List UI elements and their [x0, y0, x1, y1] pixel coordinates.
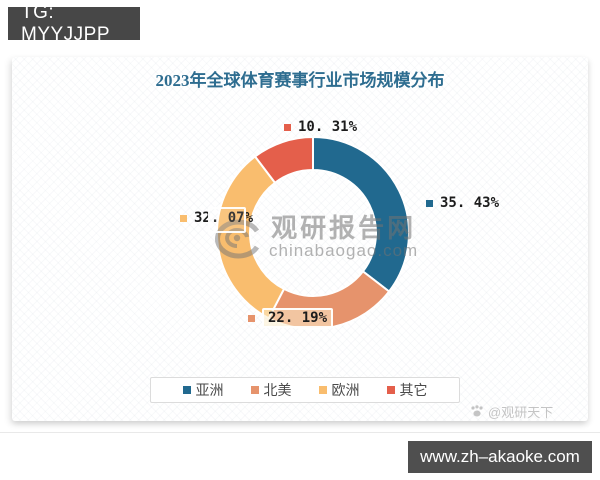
north-america-percent-label: 22. 19% — [262, 308, 334, 328]
legend-item-亚洲[interactable]: 亚洲 — [182, 380, 224, 400]
asia-marker-icon — [426, 199, 433, 207]
url-banner: www.zh–akaoke.com — [408, 441, 592, 473]
legend-item-其它[interactable]: 其它 — [386, 380, 428, 400]
label-europe: 32. 07% — [180, 210, 253, 226]
legend-label: 其它 — [399, 382, 428, 398]
chart-title: 2023年全球体育赛事行业市场规模分布 — [155, 71, 445, 90]
tg-tag: TG: MYYJJPP — [8, 2, 140, 45]
tg-tag-label: TG: MYYJJPP — [21, 1, 111, 45]
legend-label: 北美 — [263, 382, 292, 398]
legend-item-欧洲[interactable]: 欧洲 — [318, 380, 360, 400]
donut-segment-亚洲[interactable] — [312, 135, 410, 293]
europe-marker-icon — [180, 214, 187, 222]
chart-legend: 亚洲 北美 欧洲 其它 — [150, 377, 460, 403]
legend-item-北美[interactable]: 北美 — [250, 380, 292, 400]
donut-chart — [215, 135, 410, 330]
legend-marker-icon — [250, 386, 259, 394]
north-america-marker-icon — [248, 314, 255, 322]
legend-label: 欧洲 — [331, 382, 360, 398]
chart-card: 2023年全球体育赛事行业市场规模分布 观研报告网 chinabaogao.co… — [12, 57, 588, 421]
label-asia: 35. 43% — [426, 195, 499, 211]
label-north-america: 22. 19% — [248, 308, 334, 328]
corner-watermark: @观研天下 — [470, 402, 553, 421]
other-marker-icon — [284, 123, 291, 131]
label-other: 10. 31% — [284, 119, 357, 135]
bottom-divider — [0, 432, 600, 433]
url-banner-label: www.zh–akaoke.com — [420, 447, 580, 466]
legend-marker-icon — [386, 386, 395, 394]
legend-label: 亚洲 — [195, 382, 224, 398]
asia-percent-label: 35. 43% — [440, 195, 500, 211]
other-percent-label: 10. 31% — [298, 119, 358, 135]
legend-marker-icon — [318, 386, 327, 394]
corner-watermark-text: @观研天下 — [488, 405, 554, 420]
europe-percent-label: 32. 07% — [194, 210, 254, 226]
legend-marker-icon — [182, 386, 191, 394]
donut-segment-其它[interactable] — [253, 135, 314, 185]
paw-icon — [471, 405, 483, 417]
